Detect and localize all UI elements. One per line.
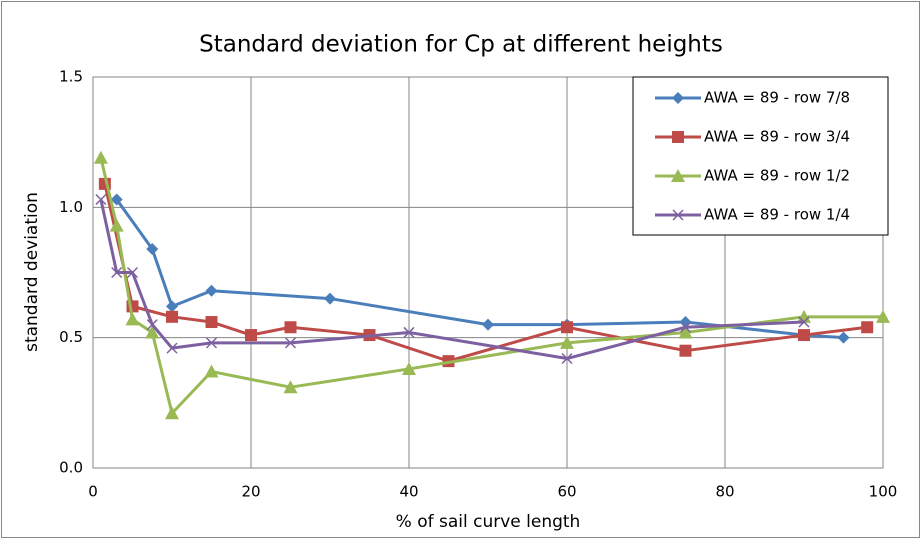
marker — [205, 284, 218, 297]
marker — [165, 406, 179, 420]
marker — [403, 326, 415, 338]
marker — [284, 337, 297, 349]
legend-marker — [671, 169, 685, 182]
marker — [166, 300, 178, 313]
marker — [324, 292, 336, 305]
marker — [110, 193, 123, 206]
y-tick-label: 1.5 — [59, 68, 83, 86]
legend-label: AWA = 89 - row 7/8 — [704, 89, 850, 107]
marker — [205, 316, 218, 329]
marker — [146, 319, 158, 331]
marker — [111, 266, 123, 279]
series-line — [115, 198, 844, 340]
y-tick-label: 1.0 — [59, 198, 83, 216]
marker — [837, 331, 850, 344]
marker — [126, 266, 139, 279]
marker — [876, 309, 890, 323]
marker — [678, 325, 693, 339]
x-tick-label: 0 — [88, 483, 98, 501]
marker — [95, 193, 107, 206]
marker — [284, 321, 297, 334]
marker — [561, 321, 573, 334]
marker — [146, 243, 159, 256]
marker — [561, 352, 573, 365]
marker — [109, 218, 124, 232]
x-tick-label: 20 — [241, 483, 260, 501]
marker — [283, 380, 298, 394]
legend-marker — [672, 92, 684, 104]
x-tick-label: 80 — [715, 483, 734, 501]
marker — [166, 342, 178, 354]
marker — [679, 344, 692, 357]
y-tick-label: 0.5 — [59, 328, 83, 346]
marker — [482, 318, 494, 331]
marker — [245, 329, 257, 342]
x-axis-label: % of sail curve length — [396, 512, 581, 532]
chart-title: Standard deviation for Cp at different h… — [199, 32, 723, 58]
y-axis-label: standard deviation — [22, 192, 42, 352]
series-line — [103, 183, 868, 363]
marker — [145, 325, 160, 339]
x-tick-label: 60 — [557, 483, 576, 501]
marker — [679, 321, 692, 333]
legend-marker — [672, 209, 684, 221]
legend-label: AWA = 89 - row 1/2 — [704, 167, 850, 185]
x-tick-label: 100 — [869, 483, 898, 501]
legend-box — [632, 76, 889, 236]
legend-marker — [672, 131, 684, 143]
marker — [798, 329, 810, 342]
marker — [125, 312, 140, 326]
marker — [166, 310, 178, 323]
marker — [205, 337, 218, 349]
plot-frame — [92, 76, 884, 469]
x-tick-label: 40 — [399, 483, 418, 501]
legend-label: AWA = 89 - row 3/4 — [704, 128, 850, 146]
marker — [204, 364, 219, 378]
marker — [402, 361, 416, 375]
marker — [93, 150, 108, 164]
legend-label: AWA = 89 - row 1/4 — [704, 206, 850, 224]
marker — [560, 335, 574, 349]
y-tick-label: 0.0 — [59, 459, 83, 477]
marker — [861, 321, 874, 334]
marker — [798, 316, 810, 328]
series-line — [99, 157, 883, 415]
